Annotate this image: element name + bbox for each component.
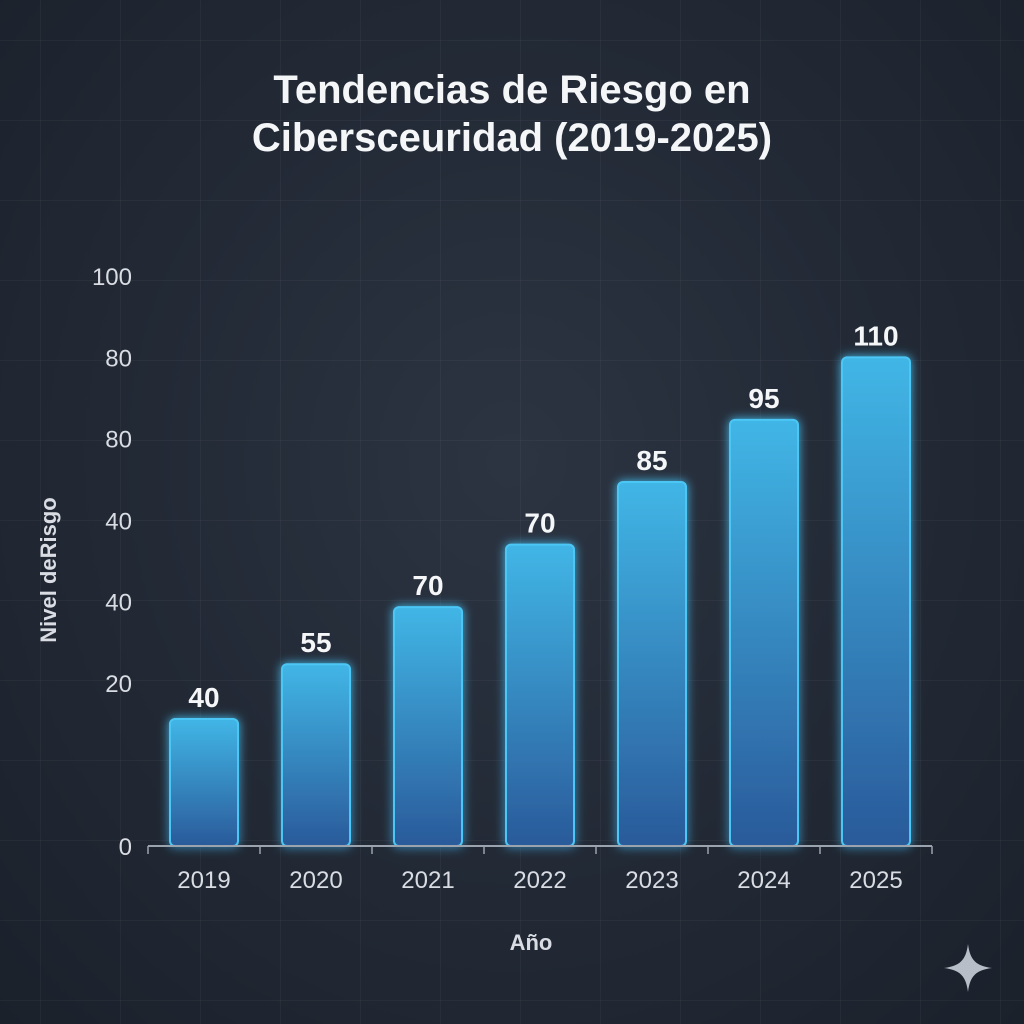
data-label-2023: 85 [636,445,667,476]
x-tick-label-2021: 2021 [401,867,454,894]
y-tick-label: 80 [105,345,132,372]
data-label-2024: 95 [748,383,779,414]
bar-2020 [281,663,351,848]
x-tick-label-2024: 2024 [737,867,790,894]
x-tick-label-2023: 2023 [625,867,678,894]
y-tick-label: 100 [92,264,132,291]
y-tick-label: 20 [105,671,132,698]
chart-title-line-1: Tendencias de Riesgo en [273,68,751,112]
bar-2023 [617,481,687,847]
x-axis-label: Año [510,930,553,955]
bar-2024 [729,418,799,847]
y-axis-label: Nivel deRisgo [36,497,61,642]
chart-title: Tendencias de Riesgo en Cibersceuridad (… [0,66,1024,162]
bar-2022 [505,543,575,847]
data-label-2025: 110 [853,320,898,351]
y-tick-label: 40 [105,590,132,617]
bar-2019 [169,717,239,847]
data-label-2020: 55 [300,627,331,658]
x-tick-label-2019: 2019 [177,867,230,894]
y-tick-label: 0 [119,834,132,861]
sparkle-icon [944,944,992,992]
bar-2021 [393,606,463,848]
y-tick-label: 80 [105,427,132,454]
chart-title-line-2: Cibersceuridad (2019-2025) [251,116,773,160]
x-tick-label-2025: 2025 [849,867,902,894]
data-label-2021: 70 [412,570,443,601]
bar-2025 [841,356,911,847]
data-label-2019: 40 [188,682,219,713]
x-tick-label-2022: 2022 [513,867,566,894]
y-tick-label: 40 [105,508,132,535]
x-tick-label-2020: 2020 [289,867,342,894]
data-label-2022: 70 [524,508,555,539]
